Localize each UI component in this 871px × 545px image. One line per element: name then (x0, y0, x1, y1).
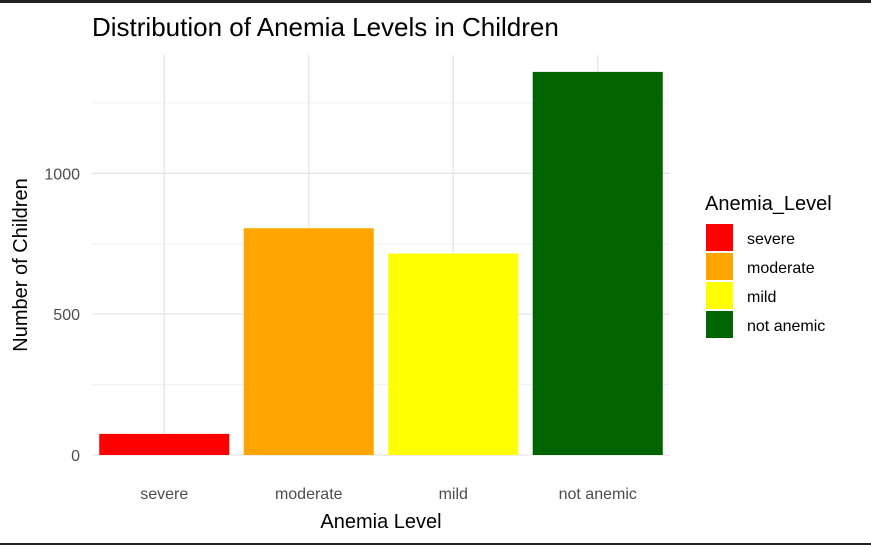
legend: Anemia_Level severe moderate mild not anemi… (705, 193, 832, 338)
legend-entry: not anemic (747, 318, 825, 335)
legend-swatch (706, 282, 733, 309)
legend-title: Anemia_Level (705, 193, 832, 215)
legend-swatch (706, 253, 733, 280)
x-tick-label: severe (140, 486, 188, 503)
legend-entry: moderate (747, 260, 815, 277)
y-tick-label: 500 (53, 307, 80, 324)
y-axis-label: Number of Children (10, 178, 32, 351)
legend-entry: severe (747, 231, 795, 248)
x-tick-labels: severe moderate mild not anemic (140, 486, 637, 503)
legend-swatch (706, 224, 733, 251)
legend-entry: mild (747, 289, 776, 306)
x-axis-label: Anemia Level (320, 511, 441, 533)
y-tick-label: 1000 (44, 166, 80, 183)
y-tick-labels: 0 500 1000 (44, 166, 80, 465)
chart-title: Distribution of Anemia Levels in Childre… (92, 12, 559, 42)
bar-mild (388, 253, 519, 455)
y-tick-label: 0 (71, 448, 80, 465)
bars (99, 71, 663, 456)
legend-swatch (706, 311, 733, 338)
bar-severe (99, 433, 230, 455)
bar-moderate (243, 228, 374, 455)
x-tick-label: moderate (275, 486, 343, 503)
x-tick-label: mild (439, 486, 468, 503)
x-tick-label: not anemic (559, 486, 637, 503)
bar-not-anemic (532, 71, 663, 456)
